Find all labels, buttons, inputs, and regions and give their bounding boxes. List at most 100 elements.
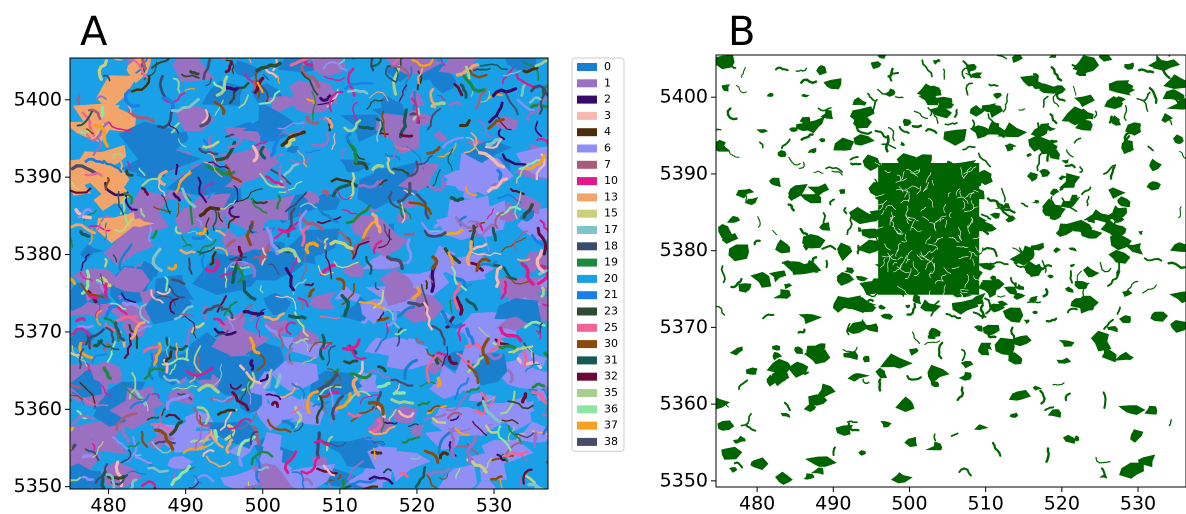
raster-stroke bbox=[390, 146, 397, 160]
raster-gap bbox=[892, 263, 902, 273]
raster-patch bbox=[1047, 409, 1062, 418]
raster-stroke bbox=[212, 81, 225, 92]
raster-stroke bbox=[884, 135, 890, 153]
raster-patch bbox=[989, 212, 1000, 219]
legend-label: 7 bbox=[604, 158, 611, 171]
raster-stroke bbox=[415, 154, 433, 166]
raster-stroke bbox=[415, 337, 425, 344]
raster-stroke bbox=[419, 381, 436, 388]
raster-stroke bbox=[302, 477, 314, 486]
raster-gap bbox=[944, 220, 947, 228]
legend-label: 31 bbox=[604, 353, 618, 366]
raster-stroke bbox=[1099, 261, 1112, 273]
raster-stroke bbox=[352, 240, 370, 260]
raster-stroke bbox=[236, 188, 263, 203]
raster-stroke bbox=[158, 74, 167, 99]
raster-stroke bbox=[172, 192, 181, 202]
raster-stroke bbox=[468, 69, 488, 79]
raster-stroke bbox=[954, 108, 958, 118]
raster-stroke bbox=[228, 315, 237, 321]
raster-patch bbox=[1049, 188, 1060, 196]
raster-patch bbox=[718, 224, 733, 239]
raster-gap bbox=[884, 170, 891, 173]
raster-patch bbox=[927, 364, 950, 384]
raster-stroke bbox=[849, 156, 859, 161]
raster-stroke bbox=[200, 253, 207, 282]
x-tick-label: 480 bbox=[739, 493, 775, 514]
raster-stroke bbox=[1021, 202, 1029, 208]
raster-stroke bbox=[454, 427, 470, 437]
raster-stroke bbox=[913, 110, 928, 119]
raster-gap bbox=[943, 204, 946, 214]
raster-stroke bbox=[333, 260, 359, 269]
raster-stroke bbox=[995, 201, 1012, 218]
raster-stroke bbox=[378, 179, 388, 186]
raster-stroke bbox=[277, 326, 285, 350]
raster-stroke bbox=[255, 457, 262, 485]
raster-stroke bbox=[199, 112, 212, 128]
raster-patch bbox=[1032, 310, 1038, 315]
raster-patch bbox=[1123, 243, 1144, 255]
raster-patch bbox=[220, 144, 280, 186]
raster-stroke bbox=[477, 119, 495, 139]
raster-patch bbox=[1029, 242, 1045, 251]
raster-patch bbox=[850, 296, 877, 313]
raster-stroke bbox=[254, 68, 261, 99]
raster-stroke bbox=[336, 277, 346, 291]
raster-stroke bbox=[185, 366, 215, 378]
legend-swatch bbox=[577, 193, 597, 202]
raster-patch bbox=[70, 421, 129, 455]
raster-stroke bbox=[204, 259, 220, 273]
raster-stroke bbox=[203, 161, 223, 178]
raster-stroke bbox=[472, 242, 488, 251]
raster-stroke bbox=[199, 238, 217, 257]
raster-gap bbox=[943, 267, 951, 275]
raster-patch bbox=[846, 320, 869, 334]
raster-stroke bbox=[84, 157, 105, 165]
raster-stroke bbox=[454, 377, 470, 401]
raster-stroke bbox=[481, 399, 501, 424]
raster-patch bbox=[1100, 217, 1122, 234]
raster-stroke bbox=[987, 333, 997, 339]
raster-stroke bbox=[426, 146, 441, 155]
raster-gap bbox=[975, 246, 985, 254]
raster-stroke bbox=[178, 170, 191, 182]
raster-patch bbox=[738, 283, 752, 293]
raster-stroke bbox=[196, 218, 203, 227]
raster-stroke bbox=[379, 179, 384, 188]
raster-stroke bbox=[388, 409, 397, 421]
raster-stroke bbox=[168, 172, 186, 180]
raster-stroke bbox=[906, 375, 922, 381]
raster-gap bbox=[875, 193, 885, 198]
raster-stroke bbox=[385, 322, 390, 335]
raster-gap bbox=[920, 251, 928, 261]
raster-gap bbox=[874, 151, 882, 165]
raster-patch bbox=[96, 75, 138, 111]
raster-gap bbox=[953, 156, 956, 164]
raster-stroke bbox=[224, 424, 236, 441]
raster-stroke bbox=[168, 285, 186, 299]
raster-stroke bbox=[390, 65, 411, 81]
raster-stroke bbox=[293, 422, 304, 432]
raster-stroke bbox=[216, 294, 228, 313]
raster-patch bbox=[801, 93, 810, 98]
raster-stroke bbox=[239, 386, 248, 403]
raster-stroke bbox=[467, 220, 480, 224]
legend-label: 0 bbox=[604, 60, 611, 73]
raster-stroke bbox=[141, 187, 149, 196]
raster-stroke bbox=[495, 265, 503, 289]
raster-stroke bbox=[172, 77, 181, 94]
raster-patch bbox=[1106, 326, 1118, 333]
raster-stroke bbox=[783, 401, 791, 412]
raster-stroke bbox=[345, 132, 352, 144]
legend-swatch bbox=[577, 160, 597, 169]
raster-gap bbox=[925, 172, 932, 184]
raster-patch bbox=[835, 425, 853, 436]
raster-stroke bbox=[465, 327, 475, 345]
raster-stroke bbox=[169, 363, 177, 375]
raster-gap bbox=[949, 211, 952, 218]
raster-gap bbox=[887, 257, 890, 272]
raster-stroke bbox=[382, 468, 393, 474]
raster-stroke bbox=[259, 173, 285, 189]
raster-stroke bbox=[168, 123, 179, 135]
